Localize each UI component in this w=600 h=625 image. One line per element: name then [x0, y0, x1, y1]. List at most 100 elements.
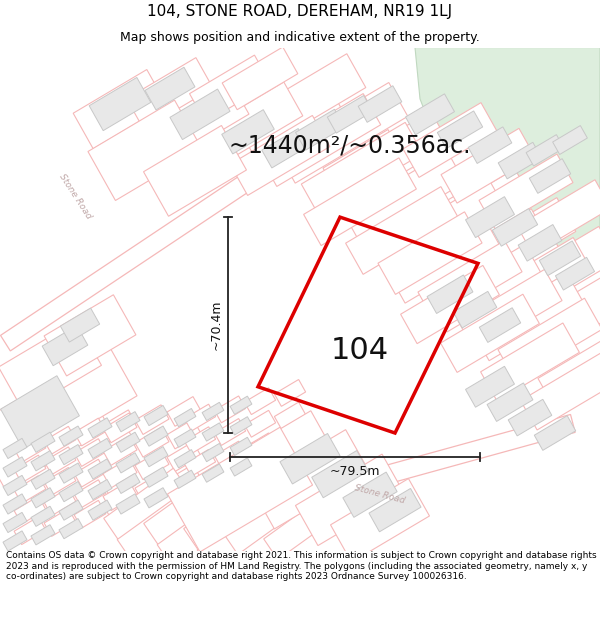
Polygon shape: [244, 433, 275, 460]
Polygon shape: [244, 388, 275, 414]
Polygon shape: [170, 89, 230, 139]
Polygon shape: [214, 419, 245, 446]
Polygon shape: [135, 428, 169, 457]
Polygon shape: [369, 489, 421, 532]
Polygon shape: [230, 438, 252, 456]
Polygon shape: [202, 464, 224, 482]
Polygon shape: [88, 500, 112, 520]
Polygon shape: [104, 492, 136, 520]
Polygon shape: [135, 472, 169, 502]
Polygon shape: [44, 447, 76, 474]
Polygon shape: [144, 426, 168, 446]
Polygon shape: [14, 496, 46, 524]
Polygon shape: [458, 269, 562, 352]
Polygon shape: [59, 463, 83, 483]
Polygon shape: [343, 472, 397, 518]
Polygon shape: [488, 238, 572, 310]
Polygon shape: [74, 480, 106, 508]
Polygon shape: [534, 416, 576, 451]
Text: Stone Road: Stone Road: [57, 173, 93, 221]
Polygon shape: [74, 501, 106, 528]
Polygon shape: [74, 459, 106, 487]
Polygon shape: [323, 129, 407, 202]
Polygon shape: [553, 126, 587, 154]
Polygon shape: [167, 428, 313, 552]
Polygon shape: [14, 434, 46, 462]
Polygon shape: [202, 402, 224, 421]
Polygon shape: [144, 488, 168, 508]
Polygon shape: [127, 58, 214, 130]
Text: ~70.4m: ~70.4m: [209, 300, 223, 351]
Polygon shape: [234, 54, 366, 154]
Text: Stone Road: Stone Road: [354, 484, 406, 506]
Polygon shape: [274, 425, 305, 452]
Polygon shape: [157, 498, 243, 574]
Polygon shape: [104, 468, 196, 552]
Polygon shape: [388, 216, 500, 303]
Polygon shape: [61, 308, 100, 342]
Polygon shape: [521, 352, 600, 430]
Polygon shape: [230, 417, 252, 435]
Polygon shape: [230, 396, 252, 414]
Polygon shape: [103, 481, 137, 511]
Polygon shape: [543, 274, 600, 346]
Polygon shape: [88, 100, 202, 201]
Polygon shape: [277, 513, 363, 589]
Polygon shape: [103, 458, 137, 488]
Polygon shape: [331, 479, 430, 562]
Polygon shape: [3, 531, 27, 551]
Polygon shape: [427, 209, 549, 302]
Polygon shape: [104, 431, 136, 458]
Polygon shape: [493, 209, 538, 246]
Polygon shape: [444, 198, 576, 298]
Polygon shape: [89, 78, 151, 131]
Polygon shape: [104, 410, 136, 437]
Polygon shape: [224, 411, 336, 507]
Polygon shape: [538, 327, 600, 409]
Polygon shape: [312, 451, 368, 498]
Polygon shape: [403, 102, 497, 178]
Polygon shape: [262, 129, 308, 168]
Polygon shape: [427, 275, 473, 314]
Polygon shape: [167, 442, 201, 471]
Polygon shape: [23, 347, 137, 448]
Polygon shape: [296, 109, 344, 150]
Polygon shape: [487, 383, 533, 421]
Polygon shape: [184, 404, 215, 431]
Polygon shape: [259, 94, 381, 186]
Polygon shape: [88, 459, 112, 479]
Polygon shape: [31, 506, 55, 526]
Polygon shape: [116, 432, 140, 452]
Polygon shape: [167, 419, 201, 449]
Polygon shape: [498, 142, 542, 179]
Polygon shape: [31, 432, 55, 452]
Polygon shape: [202, 423, 224, 441]
Polygon shape: [174, 409, 196, 427]
Polygon shape: [3, 512, 27, 532]
Polygon shape: [44, 488, 76, 516]
Polygon shape: [184, 427, 215, 454]
Polygon shape: [402, 169, 534, 269]
Polygon shape: [295, 454, 404, 546]
Polygon shape: [14, 476, 46, 504]
Polygon shape: [116, 452, 140, 473]
Polygon shape: [469, 238, 591, 331]
Polygon shape: [230, 116, 330, 196]
Polygon shape: [197, 82, 303, 168]
Polygon shape: [301, 122, 423, 215]
Polygon shape: [3, 438, 27, 459]
Polygon shape: [437, 111, 482, 149]
Polygon shape: [174, 449, 196, 468]
Polygon shape: [14, 455, 46, 483]
Polygon shape: [244, 411, 275, 437]
Polygon shape: [224, 484, 316, 568]
Polygon shape: [202, 443, 224, 462]
Polygon shape: [3, 457, 27, 477]
Polygon shape: [144, 446, 168, 467]
Polygon shape: [116, 412, 140, 432]
Text: 104: 104: [331, 336, 389, 365]
Polygon shape: [529, 159, 571, 193]
Polygon shape: [88, 438, 112, 459]
Text: ~1440m²/~0.356ac.: ~1440m²/~0.356ac.: [229, 133, 471, 157]
Polygon shape: [116, 494, 140, 514]
